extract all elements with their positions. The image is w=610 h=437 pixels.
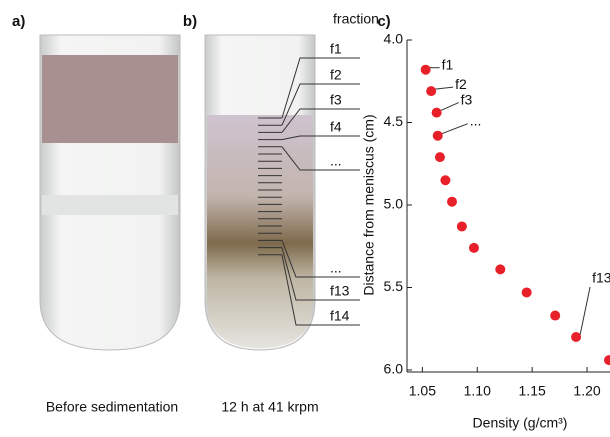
y-tick-label: 4.5 <box>384 113 404 129</box>
fraction-label: ... <box>330 153 342 169</box>
point-label: f2 <box>455 76 467 92</box>
y-tick-label: 5.5 <box>384 278 404 294</box>
fraction-label: f1 <box>330 41 342 57</box>
fractions: f1 f2 f3 f4...... f13 f14 <box>258 41 360 326</box>
x-tick-label: 1.05 <box>409 383 436 399</box>
leader-line <box>441 123 468 135</box>
leader-line <box>281 247 360 301</box>
point <box>468 242 479 253</box>
point-label: f1 <box>442 56 454 72</box>
point <box>447 196 458 207</box>
x-tick-label: 1.20 <box>573 383 600 399</box>
point <box>604 355 610 366</box>
point <box>521 287 532 298</box>
plot: 4.0 4.5 5.0 5.5 6.0 1.05 1.10 1.15 1.20 f1f2f3...… <box>384 31 610 399</box>
leader-line <box>281 135 360 141</box>
fraction-header: fraction <box>333 11 379 27</box>
leader-line <box>579 286 591 336</box>
caption: Before sedimentation <box>46 399 178 415</box>
tube-a <box>39 34 181 351</box>
fraction-label: ... <box>330 260 342 276</box>
caption: 12 h at 41 krpm <box>221 399 318 415</box>
y-tick-label: 6.0 <box>384 361 404 377</box>
leader-line <box>281 254 360 326</box>
point <box>432 130 443 141</box>
y-tick-label: 5.0 <box>384 196 404 212</box>
point <box>426 86 437 97</box>
point-label: f3 <box>461 91 473 107</box>
panel-label: b) <box>183 13 197 30</box>
leader-line <box>281 146 360 171</box>
point <box>571 332 582 342</box>
fraction-label: f2 <box>330 67 342 83</box>
fraction-label: f13 <box>330 283 350 299</box>
x-tick-label: 1.15 <box>519 383 546 399</box>
point-label: f13 <box>592 270 610 286</box>
leader-line <box>281 57 360 119</box>
y-tick-label: 4.0 <box>384 31 404 47</box>
fraction-label: f3 <box>330 92 342 108</box>
point <box>420 64 431 75</box>
fraction-label: f14 <box>330 308 350 324</box>
leader-line <box>440 102 459 112</box>
leader-line <box>435 86 454 90</box>
x-axis-label: Density (g/cm³) <box>473 415 568 431</box>
panel-label: c) <box>377 13 390 30</box>
point-label: ... <box>470 112 482 128</box>
y-axis-label: Distance from meniscus (cm) <box>361 114 377 295</box>
point <box>550 310 561 321</box>
point <box>434 152 445 163</box>
leader-line <box>281 240 360 278</box>
leader-line <box>281 83 360 126</box>
panel-label: a) <box>12 13 25 30</box>
leader-line <box>281 108 360 133</box>
tube-b <box>204 34 316 351</box>
point <box>456 221 467 232</box>
point <box>431 107 442 118</box>
point <box>440 175 451 186</box>
point <box>495 264 506 275</box>
x-tick-label: 1.10 <box>464 383 491 399</box>
fraction-label: f4 <box>330 119 342 135</box>
